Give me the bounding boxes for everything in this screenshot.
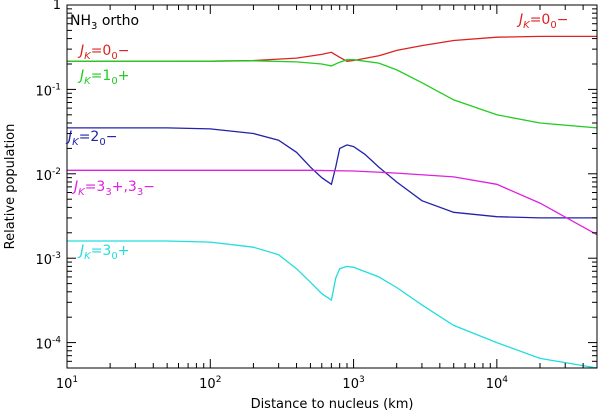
y-tick-label: 10-1 xyxy=(35,82,61,99)
series-label-3: JK=33+,33− xyxy=(71,179,155,198)
x-tick-label: 103 xyxy=(342,375,364,392)
series-line-4 xyxy=(67,240,598,369)
series-label-1: JK=10+ xyxy=(77,68,129,87)
x-tick-label: 101 xyxy=(56,375,78,392)
chart-title: NH3 ortho xyxy=(70,13,139,32)
y-tick-label: 1 xyxy=(53,0,61,13)
y-tick-label: 10-3 xyxy=(35,251,61,268)
y-tick-label: 10-2 xyxy=(35,167,61,184)
series-label-2: JK=20− xyxy=(65,129,117,148)
x-tick-label: 102 xyxy=(199,375,221,392)
x-axis-title: Distance to nucleus (km) xyxy=(251,397,414,412)
series-label-0: JK=00− xyxy=(516,12,568,31)
labels-layer: JK=00− JK=00− JK=10+ JK=20− JK=33+,33− JK=30+ xyxy=(65,12,568,262)
series-label-4: JK=30+ xyxy=(77,243,129,262)
series-line-2 xyxy=(67,127,597,219)
series-line-1 xyxy=(67,59,598,129)
x-tick-label: 104 xyxy=(486,375,509,392)
series-layer xyxy=(67,35,598,369)
title-rest: ortho xyxy=(97,13,139,29)
title-main: NH xyxy=(70,13,91,29)
series-line-3 xyxy=(67,169,598,236)
y-axis-title: Relative population xyxy=(3,124,18,250)
y-tick-label: 10-4 xyxy=(35,336,61,353)
title-sub: 3 xyxy=(91,21,97,32)
series-label-0: JK=00− xyxy=(77,43,129,62)
series-line-0 xyxy=(67,35,597,62)
plot-frame xyxy=(66,4,598,369)
